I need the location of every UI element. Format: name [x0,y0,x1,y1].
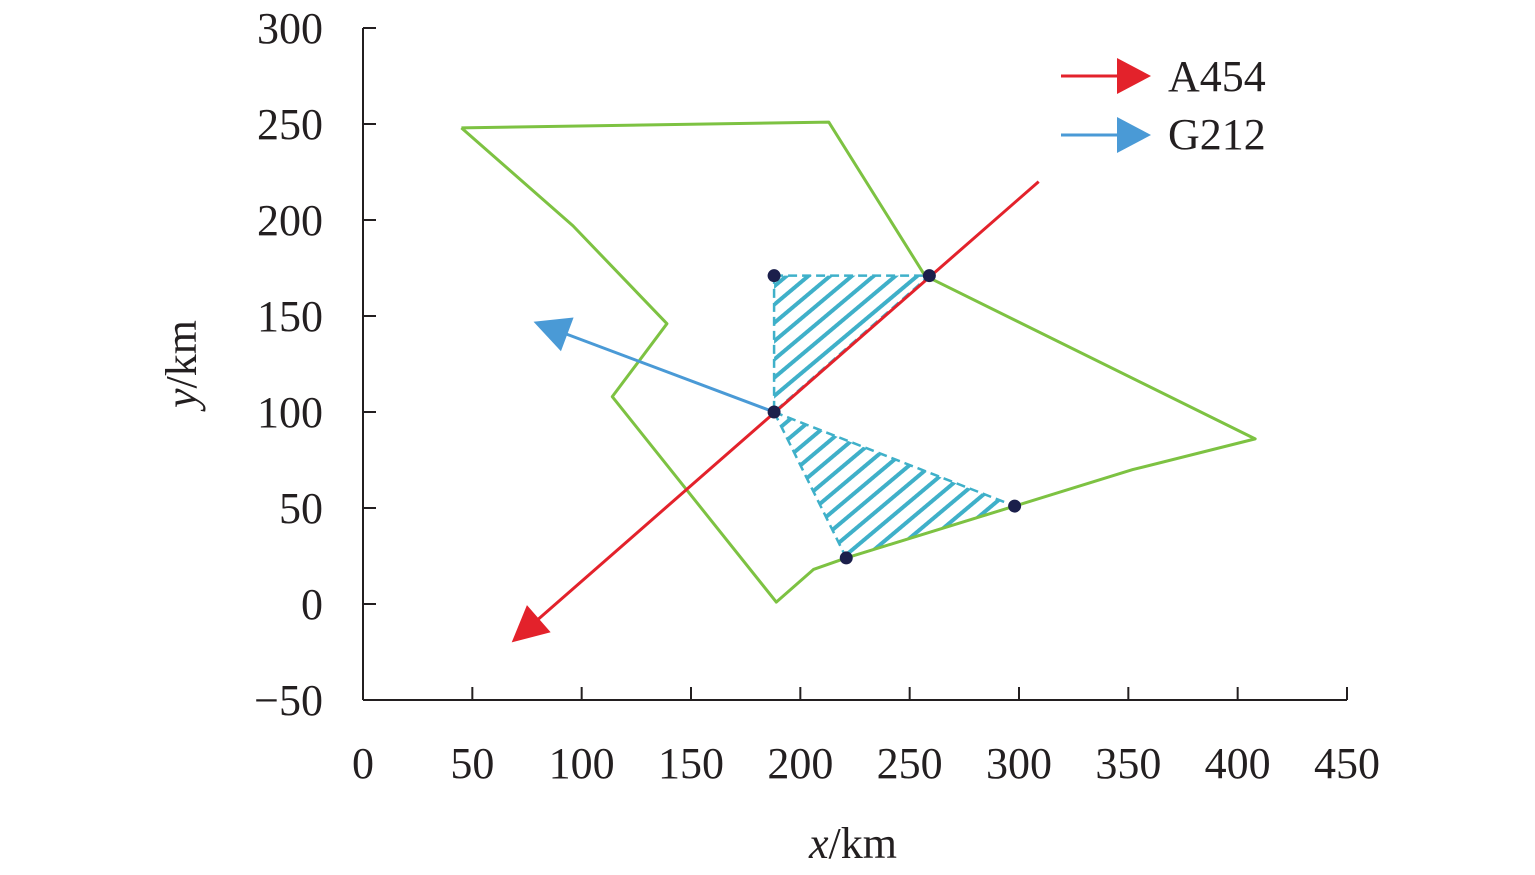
y-tick-label: 250 [257,100,323,149]
data-point [1008,499,1022,513]
legend-arrow-g212 [1117,117,1151,153]
x-axis-ticks: 0 50 100 150 200 250 300 350 400 450 [352,687,1380,788]
track-lines [511,180,1040,643]
y-tick-label: 0 [301,580,323,629]
x-tick-label: 450 [1314,739,1380,788]
track-arrowhead-a454 [511,605,551,643]
legend-label-g212: G212 [1168,110,1266,159]
data-point [767,269,781,283]
axes: −50 0 50 100 150 200 250 300 0 50 100 150 200 250 300… [254,4,1380,788]
y-tick-label: 200 [257,196,323,245]
x-tick-label: 400 [1205,739,1271,788]
legend-item-a454: A454 [1061,52,1266,101]
data-point [839,551,853,565]
x-tick-label: 350 [1095,739,1161,788]
intersection-points [767,269,1022,565]
x-tick-label: 150 [658,739,724,788]
x-tick-label: 100 [549,739,615,788]
data-point [922,269,936,283]
legend-label-a454: A454 [1168,52,1266,101]
y-axis-title: y/km [157,320,206,412]
y-tick-label: −50 [254,676,323,725]
legend-item-g212: G212 [1061,110,1266,159]
track-arrowhead-g212 [533,317,574,352]
legend: A454 G212 [1061,52,1266,159]
x-tick-label: 50 [450,739,494,788]
x-axis-title: x/km [808,819,897,868]
y-tick-label: 100 [257,388,323,437]
y-tick-label: 50 [279,484,323,533]
track-line-g212 [562,331,775,414]
y-tick-label: 300 [257,4,323,53]
x-tick-label: 0 [352,739,374,788]
hatched-region-2 [771,409,1019,560]
x-tick-label: 250 [877,739,943,788]
track-line-a454 [534,180,1040,623]
y-tick-label: 150 [257,292,323,341]
legend-arrow-a454 [1117,58,1151,94]
y-axis-ticks: −50 0 50 100 150 200 250 300 [254,4,376,725]
data-point [767,405,781,419]
x-tick-label: 200 [767,739,833,788]
x-tick-label: 300 [986,739,1052,788]
hatched-regions [771,274,1019,560]
